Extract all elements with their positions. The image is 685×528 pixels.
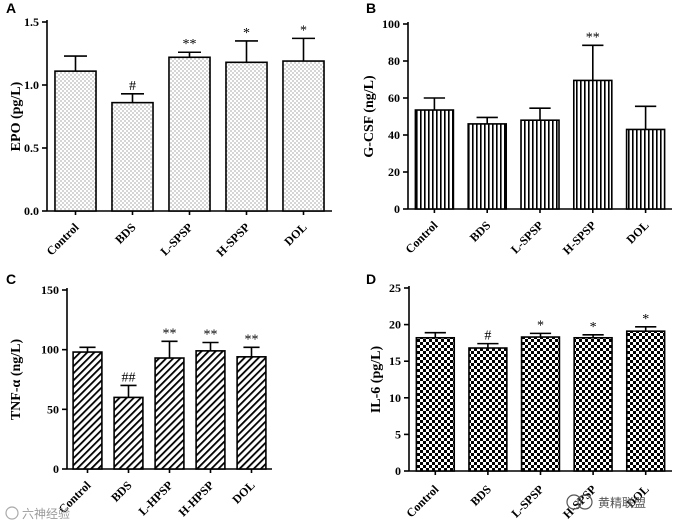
significance-label: ## xyxy=(122,370,136,385)
significance-label: ** xyxy=(204,328,218,343)
y-axis-label: EPO (pg/L) xyxy=(9,81,24,151)
y-tick-label: 100 xyxy=(382,17,400,31)
watermark-right-text: 黄精联盟 xyxy=(598,496,646,510)
y-axis-label: G-CSF (ng/L) xyxy=(362,75,377,158)
bar xyxy=(236,356,267,470)
x-tick-label: H-SPSP xyxy=(560,218,599,257)
bar xyxy=(72,351,103,470)
panel-letter: C xyxy=(6,271,16,287)
x-tick-label: BDS xyxy=(467,218,494,245)
bar xyxy=(154,357,185,470)
bar xyxy=(414,109,455,210)
y-tick-label: 60 xyxy=(388,91,400,105)
bar xyxy=(113,396,144,470)
bar xyxy=(415,336,456,472)
y-tick-label: 150 xyxy=(41,283,59,297)
y-tick-label: 1.0 xyxy=(24,78,39,92)
significance-label: ** xyxy=(245,332,259,347)
bar xyxy=(195,350,226,470)
bar xyxy=(468,347,508,472)
x-tick-label: L-HPSP xyxy=(136,478,176,518)
watermark-right: 黄精联盟 xyxy=(566,494,646,510)
bar xyxy=(625,128,666,210)
x-tick-label: Control xyxy=(403,482,441,520)
y-tick-label: 0.0 xyxy=(24,204,39,218)
bar xyxy=(520,336,561,472)
bar xyxy=(54,70,97,212)
x-tick-label: Control xyxy=(44,220,82,258)
bar xyxy=(467,123,508,210)
significance-label: * xyxy=(642,312,649,327)
bar xyxy=(572,79,613,210)
x-tick-label: BDS xyxy=(112,220,139,247)
x-tick-label: DOL xyxy=(623,218,651,246)
y-tick-label: 20 xyxy=(388,165,400,179)
significance-label: * xyxy=(243,26,250,41)
x-tick-label: DOL xyxy=(281,220,309,248)
y-tick-label: 0 xyxy=(53,462,59,476)
significance-label: # xyxy=(129,79,136,94)
y-tick-label: 100 xyxy=(41,343,59,357)
y-tick-label: 80 xyxy=(388,54,400,68)
y-tick-label: 10 xyxy=(389,391,401,405)
y-axis-label: IL-6 (pg/L) xyxy=(369,346,384,414)
bar xyxy=(168,56,211,212)
watermark-left-text: 六神经验 xyxy=(22,506,70,521)
significance-label: # xyxy=(484,329,491,344)
y-tick-label: 0 xyxy=(394,202,400,216)
bar xyxy=(225,61,268,212)
watermark-left: 六神经验 xyxy=(5,506,70,521)
y-tick-label: 25 xyxy=(389,281,401,295)
chart-panel-d: D IL-6 (pg/L) 0 5 10 15 20 25 Control # BDS * L-SPSP… xyxy=(366,271,672,521)
y-axis-label: TNF-α (ng/L) xyxy=(9,339,24,421)
significance-label: * xyxy=(537,318,544,333)
x-tick-label: BDS xyxy=(108,478,135,505)
panel-letter: A xyxy=(6,0,16,16)
x-tick-label: BDS xyxy=(468,482,495,509)
y-tick-label: 1.5 xyxy=(24,15,39,29)
panel-letter: B xyxy=(366,0,376,16)
y-tick-label: 0 xyxy=(395,464,401,478)
significance-label: ** xyxy=(586,30,600,45)
x-tick-label: Control xyxy=(402,218,440,256)
significance-label: ** xyxy=(183,37,197,52)
y-tick-label: 20 xyxy=(389,318,401,332)
x-tick-label: L-SPSP xyxy=(157,220,195,258)
x-tick-label: DOL xyxy=(229,478,257,506)
y-tick-label: 5 xyxy=(395,427,401,441)
y-tick-label: 0.5 xyxy=(24,141,39,155)
y-tick-label: 40 xyxy=(388,128,400,142)
y-tick-label: 50 xyxy=(47,402,59,416)
y-tick-label: 15 xyxy=(389,354,401,368)
bar xyxy=(282,60,325,212)
chart-panel-b: B G-CSF (ng/L) 0 20 40 60 80 100 Control BDS L-SPS… xyxy=(362,0,672,257)
significance-label: * xyxy=(590,320,597,335)
bar xyxy=(520,119,560,210)
bar xyxy=(625,330,666,472)
x-tick-label: H-SPSP xyxy=(560,482,599,521)
x-tick-label: L-SPSP xyxy=(508,218,546,256)
panel-letter: D xyxy=(366,271,376,287)
bar xyxy=(111,101,154,212)
x-tick-label: H-SPSP xyxy=(213,220,252,259)
significance-label: * xyxy=(300,23,307,38)
significance-label: ** xyxy=(163,326,177,341)
x-tick-label: L-SPSP xyxy=(508,482,546,520)
x-tick-label: H-HPSP xyxy=(176,478,217,519)
bar xyxy=(573,336,613,472)
